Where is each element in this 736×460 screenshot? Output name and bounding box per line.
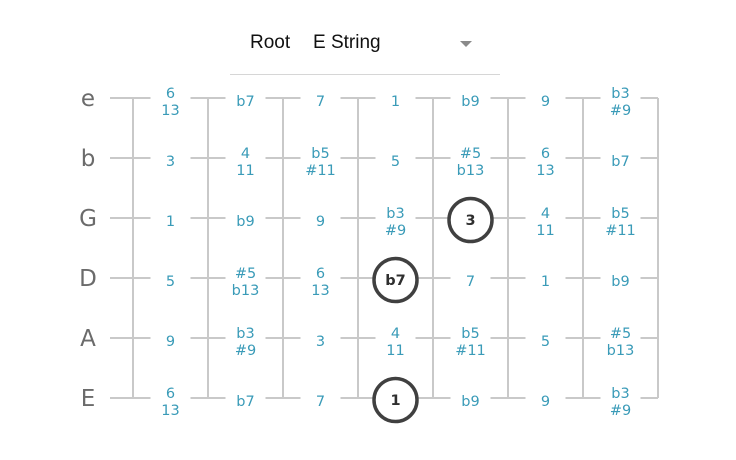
interval-label: 6 <box>166 86 175 102</box>
interval-label: 1 <box>391 94 400 110</box>
interval-label: 5 <box>166 274 175 290</box>
string-label-A: A <box>80 326 96 352</box>
interval-label: b7 <box>236 394 254 410</box>
interval-label: b3 <box>611 386 629 402</box>
interval-label: 1 <box>541 274 550 290</box>
interval-label-alt: 13 <box>311 283 329 299</box>
interval-label: b3 <box>611 86 629 102</box>
interval-label: 7 <box>316 94 325 110</box>
root-select-value[interactable]: E String <box>313 32 381 53</box>
interval-label-alt: 13 <box>161 103 179 119</box>
interval-label-alt: #9 <box>610 403 631 419</box>
note-marker-label: b7 <box>385 273 405 289</box>
string-label-e: e <box>81 86 95 112</box>
interval-label-alt: #11 <box>305 163 336 179</box>
note-marker-label: 1 <box>390 393 400 409</box>
interval-label: 7 <box>466 274 475 290</box>
interval-label: 9 <box>166 334 175 350</box>
note-marker[interactable] <box>447 196 494 244</box>
interval-label: #5 <box>460 146 481 162</box>
interval-label: 3 <box>316 334 325 350</box>
interval-label: 9 <box>541 94 550 110</box>
interval-label-alt: #9 <box>385 223 406 239</box>
interval-label-alt: b13 <box>607 343 635 359</box>
interval-label-alt: #11 <box>605 223 636 239</box>
interval-label: b9 <box>461 94 479 110</box>
interval-label: 4 <box>391 326 400 342</box>
interval-label: #5 <box>610 326 631 342</box>
interval-label-alt: 11 <box>536 223 554 239</box>
note-marker[interactable] <box>372 256 419 304</box>
string-label-b: b <box>81 146 96 172</box>
interval-label: 5 <box>541 334 550 350</box>
interval-label: #5 <box>235 266 256 282</box>
interval-label-alt: 13 <box>536 163 554 179</box>
interval-label: 3 <box>166 154 175 170</box>
interval-label: 9 <box>316 214 325 230</box>
chevron-down-icon[interactable] <box>460 41 472 47</box>
interval-label-alt: #9 <box>610 103 631 119</box>
interval-label: 1 <box>166 214 175 230</box>
interval-label: 6 <box>541 146 550 162</box>
interval-label: b9 <box>611 274 629 290</box>
interval-label: b9 <box>461 394 479 410</box>
string-label-G: G <box>79 206 97 232</box>
interval-label: 5 <box>391 154 400 170</box>
interval-label-alt: b13 <box>232 283 260 299</box>
interval-label: 6 <box>316 266 325 282</box>
interval-label: 7 <box>316 394 325 410</box>
interval-label-alt: #9 <box>235 343 256 359</box>
interval-label: b5 <box>461 326 479 342</box>
interval-label-alt: b13 <box>457 163 485 179</box>
interval-label: 9 <box>541 394 550 410</box>
root-label: Root <box>250 32 291 53</box>
interval-label: b3 <box>386 206 404 222</box>
interval-label: b5 <box>611 206 629 222</box>
interval-label-alt: 11 <box>386 343 404 359</box>
string-label-E: E <box>81 386 96 412</box>
interval-label: b5 <box>311 146 329 162</box>
string-label-D: D <box>79 266 97 292</box>
root-selector[interactable]: Root E String <box>230 26 500 75</box>
interval-label: 6 <box>166 386 175 402</box>
interval-label: b3 <box>236 326 254 342</box>
interval-label: b7 <box>611 154 629 170</box>
interval-label-alt: 11 <box>236 163 254 179</box>
interval-label-alt: 13 <box>161 403 179 419</box>
interval-label: 4 <box>241 146 250 162</box>
interval-label: b9 <box>236 214 254 230</box>
interval-label: b7 <box>236 94 254 110</box>
note-marker-label: 3 <box>465 213 475 229</box>
interval-label-alt: #11 <box>455 343 486 359</box>
note-marker[interactable] <box>372 376 419 424</box>
interval-label: 4 <box>541 206 550 222</box>
